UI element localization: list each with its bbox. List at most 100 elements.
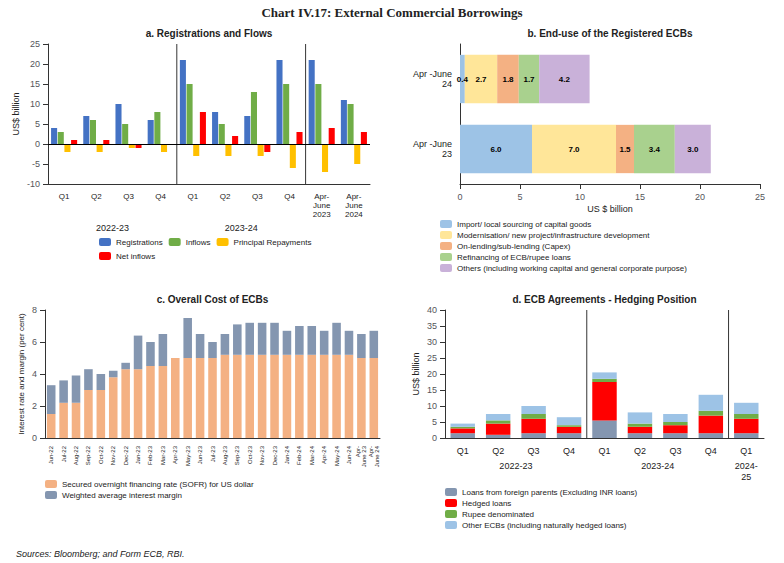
svg-text:Refinancing of ECB/rupee loans: Refinancing of ECB/rupee loans: [457, 253, 571, 262]
svg-text:Apr-: Apr-: [314, 192, 329, 201]
svg-text:Interest rate and margin (per: Interest rate and margin (per cent): [17, 313, 26, 435]
svg-text:Principal Repayments: Principal Repayments: [234, 238, 312, 247]
svg-text:Inflows: Inflows: [186, 238, 211, 247]
svg-text:Jan-23: Jan-23: [135, 445, 141, 464]
svg-text:Net inflows: Net inflows: [116, 252, 155, 261]
svg-text:1.5: 1.5: [619, 145, 631, 154]
svg-text:15: 15: [30, 79, 40, 89]
svg-text:2022-23: 2022-23: [499, 461, 532, 471]
svg-text:10: 10: [427, 401, 437, 411]
svg-text:US$ billion: US$ billion: [411, 352, 421, 395]
svg-text:Apr -June: Apr -June: [413, 69, 452, 79]
svg-text:Q2: Q2: [634, 446, 646, 456]
svg-text:Sep-22: Sep-22: [85, 445, 91, 465]
svg-text:2.7: 2.7: [475, 75, 487, 84]
svg-text:Q3: Q3: [252, 192, 263, 201]
svg-text:Q2: Q2: [91, 192, 102, 201]
svg-text:Q1: Q1: [457, 446, 469, 456]
svg-text:Nov-23: Nov-23: [259, 445, 265, 465]
svg-text:Q4: Q4: [284, 192, 295, 201]
svg-text:June: June: [313, 201, 331, 210]
svg-text:Feb-23: Feb-23: [147, 445, 153, 465]
svg-text:Rupee denominated: Rupee denominated: [462, 510, 534, 519]
svg-text:Import/ local sourcing of capi: Import/ local sourcing of capital goods: [457, 220, 591, 229]
svg-text:Q1: Q1: [188, 192, 199, 201]
svg-text:20: 20: [695, 192, 705, 202]
svg-text:June: June: [345, 201, 363, 210]
svg-text:-10: -10: [27, 179, 40, 189]
svg-text:Q1: Q1: [598, 446, 610, 456]
svg-text:Jul-22: Jul-22: [61, 445, 67, 462]
svg-text:2024: 2024: [345, 210, 363, 219]
svg-text:1.7: 1.7: [523, 75, 535, 84]
svg-text:Mar-24: Mar-24: [309, 445, 315, 465]
svg-text:Q2: Q2: [220, 192, 231, 201]
svg-text:Q4: Q4: [563, 446, 575, 456]
svg-text:0.4: 0.4: [457, 75, 469, 84]
svg-text:4: 4: [32, 369, 37, 379]
svg-text:25: 25: [741, 472, 751, 482]
svg-text:0: 0: [35, 139, 40, 149]
svg-text:5: 5: [432, 417, 437, 427]
svg-text:Q1: Q1: [740, 446, 752, 456]
svg-text:May-24: May-24: [334, 445, 340, 466]
svg-text:US $ billion: US $ billion: [587, 204, 633, 214]
svg-text:May-23: May-23: [185, 445, 191, 466]
svg-text:Sep-23: Sep-23: [234, 445, 240, 465]
svg-text:10: 10: [30, 99, 40, 109]
svg-text:Jul-23: Jul-23: [210, 445, 216, 462]
svg-text:June 24: June 24: [374, 445, 380, 467]
svg-text:1.8: 1.8: [502, 75, 514, 84]
svg-text:d. ECB Agreements - Hedging Po: d. ECB Agreements - Hedging Position: [512, 294, 696, 305]
svg-text:6: 6: [32, 337, 37, 347]
svg-text:Jun-23: Jun-23: [197, 445, 203, 464]
svg-text:c. Overall Cost of ECBs: c. Overall Cost of ECBs: [157, 294, 269, 305]
svg-text:Dec-22: Dec-22: [123, 445, 129, 465]
svg-text:Weighted average interest marg: Weighted average interest margin: [62, 491, 182, 500]
svg-text:June 23: June 23: [361, 445, 367, 467]
svg-text:2023-24: 2023-24: [641, 461, 674, 471]
svg-text:Oct-23: Oct-23: [247, 445, 253, 464]
svg-text:Chart IV.17: External Commerci: Chart IV.17: External Commercial Borrowi…: [261, 5, 522, 20]
svg-text:Apr-: Apr-: [346, 192, 361, 201]
svg-text:On-lending/sub-lending (Capex): On-lending/sub-lending (Capex): [457, 242, 571, 251]
svg-text:Q3: Q3: [528, 446, 540, 456]
svg-text:b. End-use of the Registered E: b. End-use of the Registered ECBs: [527, 28, 692, 39]
svg-text:23: 23: [442, 149, 452, 159]
svg-text:Q4: Q4: [155, 192, 166, 201]
svg-text:3.0: 3.0: [687, 145, 699, 154]
svg-text:40: 40: [427, 305, 437, 315]
svg-text:Aug-23: Aug-23: [222, 445, 228, 465]
svg-text:Q3: Q3: [123, 192, 134, 201]
svg-text:5: 5: [35, 119, 40, 129]
svg-text:7.0: 7.0: [568, 145, 580, 154]
svg-text:24: 24: [442, 79, 452, 89]
svg-text:25: 25: [755, 192, 765, 202]
svg-text:2024-: 2024-: [735, 461, 758, 471]
svg-text:Dec-23: Dec-23: [272, 445, 278, 465]
svg-text:15: 15: [427, 385, 437, 395]
svg-text:6.0: 6.0: [490, 145, 502, 154]
svg-text:Q1: Q1: [59, 192, 70, 201]
svg-text:Nov-22: Nov-22: [110, 445, 116, 465]
svg-text:Loans from foreign parents (Ex: Loans from foreign parents (Excluding IN…: [462, 488, 638, 497]
svg-text:US$ billion: US$ billion: [11, 92, 21, 135]
svg-text:Apr-23: Apr-23: [172, 445, 178, 464]
svg-text:15: 15: [635, 192, 645, 202]
svg-text:Oct-22: Oct-22: [98, 445, 104, 464]
svg-text:Apr -June: Apr -June: [413, 139, 452, 149]
svg-text:25: 25: [427, 353, 437, 363]
svg-text:0: 0: [457, 192, 462, 202]
svg-text:3.4: 3.4: [649, 145, 661, 154]
svg-text:5: 5: [517, 192, 522, 202]
svg-text:2023: 2023: [313, 210, 331, 219]
svg-text:0: 0: [32, 433, 37, 443]
svg-text:8: 8: [32, 305, 37, 315]
svg-text:a. Registrations and Flows: a. Registrations and Flows: [146, 28, 273, 39]
svg-text:Others (including working capi: Others (including working capital and ge…: [457, 264, 687, 273]
svg-text:20: 20: [30, 59, 40, 69]
svg-text:Registrations: Registrations: [116, 238, 163, 247]
svg-text:0: 0: [432, 433, 437, 443]
svg-text:Feb-24: Feb-24: [296, 445, 302, 465]
svg-text:2: 2: [32, 401, 37, 411]
